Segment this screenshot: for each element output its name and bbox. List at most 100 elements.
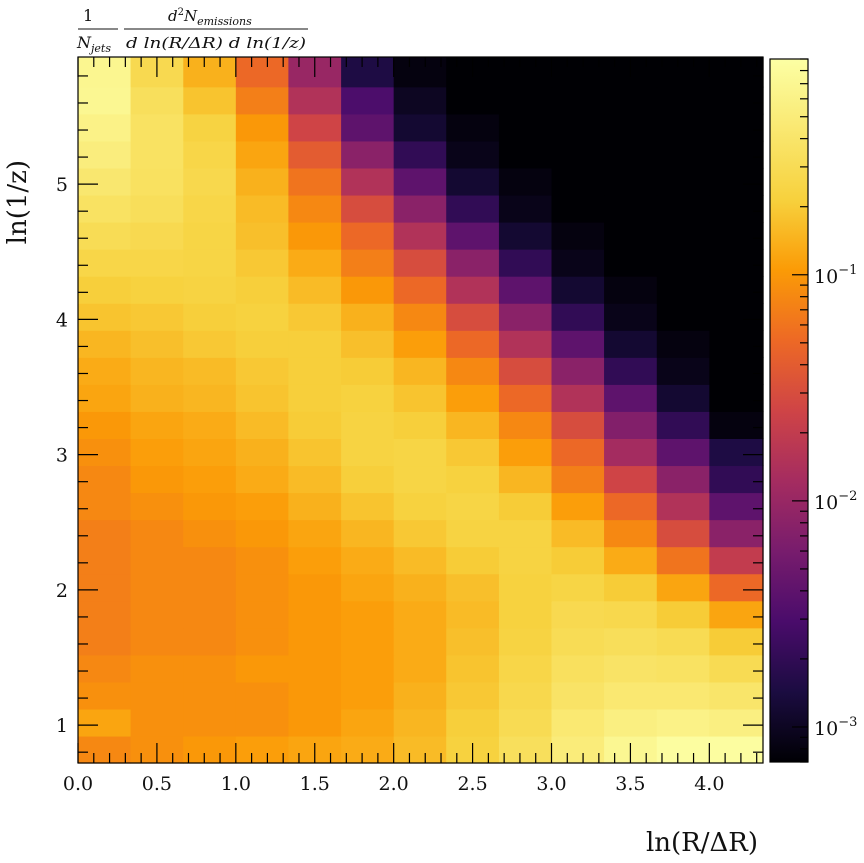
- heatmap-cell: [551, 708, 605, 737]
- heatmap-cell: [130, 546, 184, 575]
- svg-text:Njets: Njets: [76, 33, 111, 55]
- heatmap-cell: [288, 357, 342, 385]
- heatmap-cell: [393, 627, 447, 656]
- heatmap-cell: [288, 465, 342, 494]
- heatmap-cell: [446, 384, 500, 412]
- heatmap-cell: [183, 330, 237, 358]
- heatmap-cell: [183, 411, 237, 439]
- heatmap-cell: [498, 465, 553, 494]
- heatmap-cell: [604, 384, 658, 412]
- heatmap-cell: [130, 573, 184, 602]
- heatmap-cell: [130, 681, 184, 710]
- heatmap-cell: [656, 249, 710, 277]
- heatmap-cell: [341, 303, 395, 331]
- heatmap-cell: [183, 57, 237, 88]
- heatmap-cell: [446, 654, 500, 683]
- heatmap-cell: [393, 249, 447, 277]
- heatmap-cell: [235, 519, 289, 548]
- heatmap-cell: [604, 708, 658, 737]
- heatmap-cell: [709, 492, 764, 521]
- heatmap-cell: [656, 519, 710, 548]
- heatmap-cell: [709, 465, 764, 494]
- heatmap-cell: [551, 438, 605, 467]
- heatmap-cell: [78, 708, 132, 737]
- heatmap-cells: [78, 57, 764, 764]
- heatmap-cell: [498, 708, 553, 737]
- heatmap-cell: [498, 57, 553, 88]
- heatmap-cell: [709, 438, 764, 467]
- heatmap-cell: [551, 492, 605, 521]
- heatmap-cell: [709, 167, 764, 196]
- heatmap-cell: [551, 573, 605, 602]
- heatmap-cell: [656, 384, 710, 412]
- heatmap-cell: [341, 465, 395, 494]
- heatmap-cell: [551, 465, 605, 494]
- heatmap-cell: [498, 600, 553, 629]
- heatmap-cell: [498, 546, 553, 575]
- header-prefix-denominator: N: [76, 33, 92, 52]
- heatmap-cell: [498, 438, 553, 467]
- heatmap-cell: [341, 140, 395, 169]
- heatmap-cell: [656, 546, 710, 575]
- heatmap-cell: [393, 86, 447, 115]
- heatmap-cell: [393, 57, 447, 88]
- header-num-d: d: [168, 7, 178, 25]
- heatmap-cell: [235, 194, 289, 223]
- heatmap-cell: [393, 276, 447, 304]
- heatmap-cell: [498, 249, 553, 277]
- heatmap-cell: [498, 519, 553, 548]
- heatmap-cell: [551, 249, 605, 277]
- heatmap-cell: [235, 492, 289, 521]
- heatmap-cell: [130, 357, 184, 385]
- heatmap-cell: [183, 357, 237, 385]
- heatmap-cell: [288, 627, 342, 656]
- heatmap-cell: [235, 600, 289, 629]
- heatmap-cell: [656, 411, 710, 439]
- heatmap-cell: [498, 411, 553, 439]
- heatmap-cell: [393, 492, 447, 521]
- heatmap-cell: [235, 276, 289, 304]
- heatmap-cell: [498, 330, 553, 358]
- heatmap-cell: [183, 140, 237, 169]
- heatmap-cell: [183, 708, 237, 737]
- header-num-n: N: [183, 7, 198, 25]
- heatmap-cell: [551, 600, 605, 629]
- heatmap-cell: [341, 708, 395, 737]
- heatmap-cell: [341, 222, 395, 250]
- heatmap-cell: [393, 708, 447, 737]
- heatmap-cell: [78, 57, 132, 88]
- heatmap-cell: [78, 276, 132, 304]
- heatmap-cell: [78, 492, 132, 521]
- heatmap-cell: [393, 384, 447, 412]
- heatmap-cell: [393, 411, 447, 439]
- heatmap-cell: [341, 411, 395, 439]
- heatmap-cell: [78, 249, 132, 277]
- x-tick-label: 0.0: [63, 773, 93, 795]
- heatmap-cell: [551, 735, 605, 764]
- heatmap-cell: [709, 600, 764, 629]
- heatmap-cell: [235, 140, 289, 169]
- heatmap-cell: [78, 546, 132, 575]
- heatmap-cell: [183, 86, 237, 115]
- heatmap-cell: [446, 113, 500, 142]
- heatmap-cell: [130, 276, 184, 304]
- heatmap-cell: [130, 708, 184, 737]
- heatmap-cell: [235, 411, 289, 439]
- heatmap-cell: [656, 492, 710, 521]
- heatmap-cell: [341, 519, 395, 548]
- header-denominator: d ln(R/ΔR) d ln(1/z): [126, 34, 306, 52]
- heatmap-cell: [446, 546, 500, 575]
- heatmap-cell: [498, 86, 553, 115]
- x-tick-label: 0.5: [142, 773, 172, 795]
- heatmap-cell: [393, 194, 447, 223]
- heatmap-cell: [604, 249, 658, 277]
- heatmap-cell: [235, 113, 289, 142]
- heatmap-cell: [341, 627, 395, 656]
- header-num-sub: emissions: [197, 15, 252, 28]
- heatmap-cell: [183, 438, 237, 467]
- heatmap-cell: [235, 249, 289, 277]
- heatmap-cell: [656, 735, 710, 764]
- heatmap-cell: [130, 411, 184, 439]
- heatmap-cell: [78, 411, 132, 439]
- heatmap-cell: [78, 140, 132, 169]
